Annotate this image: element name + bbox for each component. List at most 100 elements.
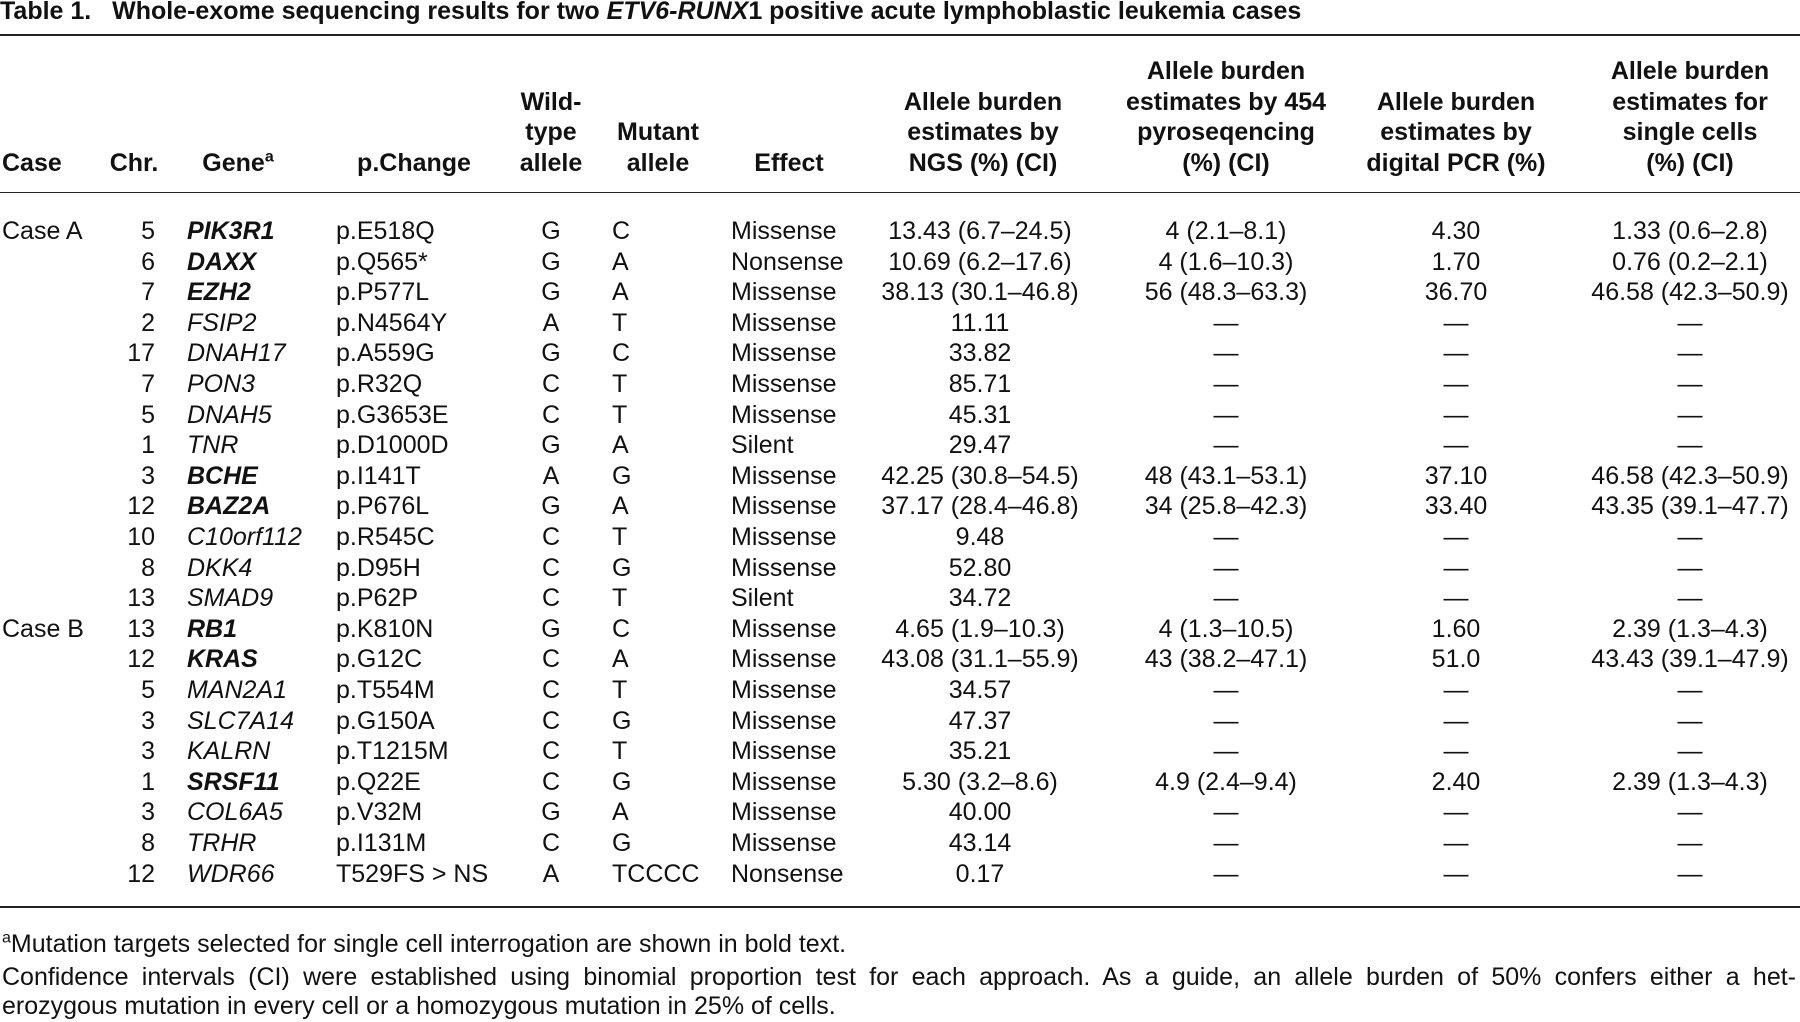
table-cell: A — [612, 798, 629, 827]
table-cell: p.P676L — [336, 492, 430, 521]
header-text: Allele burden — [1376, 87, 1536, 116]
header-text: p.Change — [357, 149, 471, 177]
column-header: allele — [627, 148, 690, 178]
table-cell: 3 — [141, 798, 155, 827]
table-cell: p.V32M — [336, 798, 423, 827]
table-cell: T — [612, 737, 628, 766]
table-cell: 11.11 — [950, 308, 1010, 337]
table-cell: Missense — [731, 339, 837, 368]
table-cell: 56 (48.3–63.3) — [1144, 278, 1308, 307]
table-cell: 33.82 — [948, 339, 1012, 368]
table-cell: G — [541, 614, 561, 643]
gene-name: DNAH5 — [187, 400, 272, 429]
table-cell: C — [612, 339, 631, 368]
title-text: Whole-exome sequencing results for two — [112, 0, 607, 25]
header-text: Wild- — [520, 87, 582, 116]
table-cell: G — [541, 492, 561, 521]
gene-name: SLC7A14 — [187, 706, 295, 735]
table-cell: p.G3653E — [336, 400, 449, 429]
column-header: Wild- — [521, 87, 582, 117]
title-text: 1 positive acute lymphoblastic leukemia … — [748, 0, 1302, 25]
table-cell: Missense — [731, 370, 837, 398]
table-cell: p.K810N — [336, 614, 434, 643]
column-header: Allele burden — [1377, 87, 1535, 117]
table-cell: G — [541, 431, 561, 460]
table-cell: G — [612, 461, 632, 490]
table-cell: p.D95H — [336, 553, 421, 582]
table-cell: p.G12C — [336, 645, 423, 674]
gene-name: DNAH17 — [187, 339, 286, 368]
gene-name: SMAD9 — [187, 584, 274, 613]
table-cell: — — [1443, 308, 1469, 337]
table-cell: Missense — [731, 767, 837, 796]
table-cell: Missense — [731, 614, 837, 643]
table-cell: — — [1213, 339, 1239, 368]
table-cell: — — [1443, 553, 1469, 582]
table-cell: p.R545C — [336, 523, 435, 551]
table-cell: G — [541, 217, 561, 245]
gene-name: FSIP2 — [187, 308, 257, 337]
table-cell: 36.70 — [1424, 278, 1488, 307]
title-label: Table 1. — [0, 0, 92, 25]
header-text: estimates for — [1612, 87, 1768, 116]
table-cell: Missense — [731, 676, 837, 704]
table-cell: p.G150A — [336, 706, 435, 735]
table-cell: — — [1213, 706, 1239, 735]
column-header: (%) (CI) — [1646, 148, 1733, 178]
table-cell: A — [542, 461, 560, 490]
table-cell: p.Q22E — [336, 767, 421, 796]
table-cell: 13 — [127, 614, 155, 643]
table-cell: 2 — [141, 308, 155, 337]
table-cell: A — [542, 859, 560, 888]
table-cell: — — [1677, 400, 1703, 429]
table-cell: C — [541, 523, 561, 551]
table-cell: Missense — [731, 308, 837, 337]
column-header: Chr. — [110, 148, 159, 178]
gene-name: COL6A5 — [187, 798, 283, 827]
table-cell: — — [1677, 523, 1703, 551]
footnote-mark: a — [264, 148, 274, 166]
table-cell: Missense — [731, 706, 837, 735]
table-cell: 35.21 — [948, 737, 1012, 766]
table-cell: 42.25 (30.8–54.5) — [881, 461, 1079, 490]
table-cell: T — [612, 400, 628, 429]
table-cell: 48 (43.1–53.1) — [1144, 461, 1308, 490]
table-cell: Silent — [731, 431, 794, 460]
table-cell: p.P577L — [336, 278, 430, 307]
header-text: NGS (%) (CI) — [908, 149, 1058, 177]
table-cell: C — [541, 706, 561, 735]
table-cell: — — [1213, 829, 1239, 857]
table-cell: C — [541, 584, 561, 613]
table-cell: 5 — [141, 400, 155, 429]
table-cell: — — [1213, 308, 1239, 337]
table-cell: 3 — [141, 461, 155, 490]
table-cell: C — [612, 614, 631, 643]
table-cell: C — [541, 767, 561, 796]
header-text: Case — [2, 149, 62, 177]
gene-name: KRAS — [187, 645, 258, 674]
table-cell: 13 — [127, 584, 155, 613]
table-cell: — — [1213, 737, 1239, 766]
table-cell: Missense — [731, 737, 837, 766]
column-header: estimates for — [1612, 87, 1768, 117]
table-cell: — — [1213, 431, 1239, 460]
table-cell: Missense — [731, 461, 837, 490]
column-header: type — [525, 117, 576, 147]
table-cell: Missense — [731, 400, 837, 429]
table-cell: 1 — [141, 767, 155, 796]
table-cell: 10.69 (6.2–17.6) — [888, 247, 1072, 276]
column-header: Allele burden — [1147, 56, 1305, 86]
table-cell: — — [1443, 584, 1469, 613]
gene-name: RB1 — [187, 614, 238, 643]
header-text: Effect — [754, 149, 824, 177]
table-cell: A — [612, 431, 629, 460]
table-cell: — — [1677, 737, 1703, 766]
footnote: aMutation targets selected for single ce… — [2, 929, 846, 959]
table-cell: G — [541, 339, 561, 368]
table-cell: p.A559G — [336, 339, 435, 368]
table-cell: Missense — [731, 278, 837, 307]
table-cell: 1.70 — [1431, 247, 1481, 276]
table-cell: p.Q565* — [336, 247, 428, 276]
table-cell: p.D1000D — [336, 431, 449, 460]
table-cell: — — [1677, 584, 1703, 613]
